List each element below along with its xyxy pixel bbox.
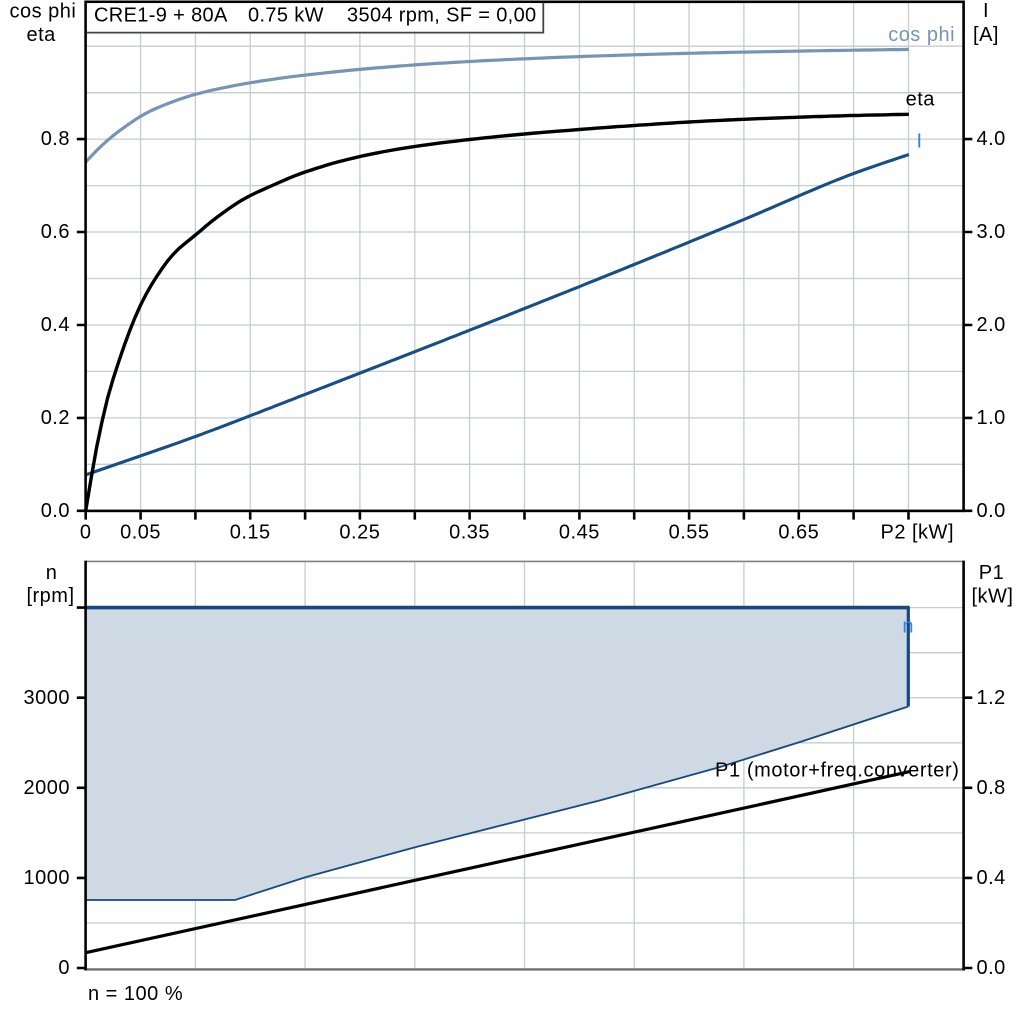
svg-text:3.0: 3.0 [977, 221, 1006, 243]
svg-text:0.0: 0.0 [977, 957, 1006, 979]
svg-text:I: I [916, 131, 922, 153]
svg-text:cos phi: cos phi [10, 0, 77, 22]
svg-text:[kW]: [kW] [972, 586, 1014, 608]
svg-text:0.65: 0.65 [778, 522, 819, 544]
svg-text:[rpm]: [rpm] [26, 585, 74, 607]
svg-text:2000: 2000 [24, 777, 71, 799]
svg-text:0.2: 0.2 [41, 407, 70, 429]
svg-text:P2 [kW]: P2 [kW] [880, 522, 954, 544]
svg-text:0.05: 0.05 [120, 522, 161, 544]
svg-text:0.6: 0.6 [41, 221, 70, 243]
svg-text:cos phi: cos phi [888, 24, 955, 46]
svg-text:0.35: 0.35 [449, 522, 490, 544]
svg-text:0: 0 [80, 522, 92, 544]
svg-text:2.0: 2.0 [977, 314, 1006, 336]
svg-text:1.2: 1.2 [977, 687, 1006, 709]
svg-text:1000: 1000 [24, 867, 71, 889]
svg-text:0.0: 0.0 [41, 500, 70, 522]
svg-text:[A]: [A] [973, 24, 999, 46]
svg-text:4.0: 4.0 [977, 128, 1006, 150]
svg-text:3504 rpm, SF = 0,00: 3504 rpm, SF = 0,00 [347, 5, 537, 27]
svg-text:P1 (motor+freq.converter): P1 (motor+freq.converter) [715, 759, 960, 781]
svg-text:P1: P1 [979, 562, 1004, 584]
svg-text:CRE1-9 + 80A: CRE1-9 + 80A [94, 5, 228, 27]
svg-text:0.0: 0.0 [977, 500, 1006, 522]
svg-text:n: n [46, 562, 58, 584]
svg-text:0.4: 0.4 [41, 314, 70, 336]
svg-text:0.55: 0.55 [669, 522, 710, 544]
svg-text:0.75 kW: 0.75 kW [248, 5, 324, 27]
svg-text:0.8: 0.8 [977, 777, 1006, 799]
svg-text:I: I [983, 0, 989, 22]
svg-text:0: 0 [58, 957, 70, 979]
svg-text:0.45: 0.45 [559, 522, 600, 544]
svg-text:1.0: 1.0 [977, 407, 1006, 429]
svg-text:0.15: 0.15 [230, 522, 271, 544]
svg-text:eta: eta [27, 24, 57, 46]
svg-text:0.4: 0.4 [977, 867, 1006, 889]
svg-text:n = 100 %: n = 100 % [88, 983, 183, 1005]
svg-text:0.25: 0.25 [339, 522, 380, 544]
svg-text:n: n [902, 616, 914, 638]
svg-text:3000: 3000 [24, 687, 71, 709]
svg-text:eta: eta [906, 89, 936, 111]
svg-text:0.8: 0.8 [41, 128, 70, 150]
